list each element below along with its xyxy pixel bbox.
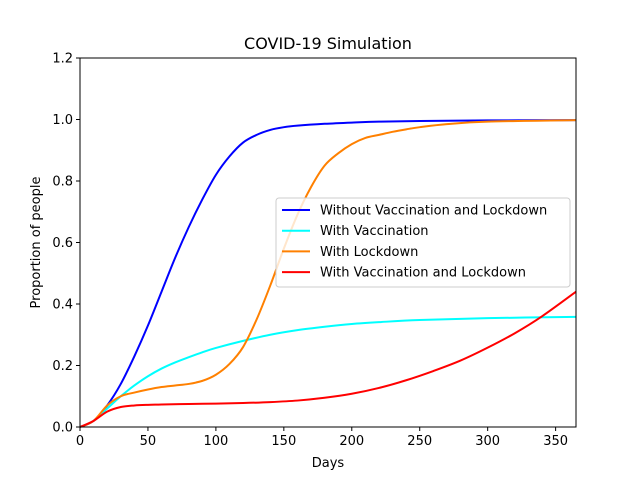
legend-box <box>275 197 571 288</box>
y-tick-label: 0.8 <box>52 175 73 190</box>
x-tick-label: 250 <box>407 434 432 449</box>
x-tick-label: 150 <box>271 434 296 449</box>
x-axis-label: Days <box>312 456 345 471</box>
series-line-3 <box>79 119 577 428</box>
x-tick-label: 50 <box>140 434 157 449</box>
legend: Without Vaccination and Lockdown With Vac… <box>275 197 571 288</box>
legend-label: With Vaccination <box>320 224 429 239</box>
x-axis-ticks: 0 50 100 150 200 250 300 350 <box>76 427 568 449</box>
x-tick-label: 350 <box>543 434 568 449</box>
y-axis-ticks: 0.0 0.2 0.4 0.6 0.8 1.0 1.2 <box>52 52 80 436</box>
legend-label: With Vaccination and Lockdown <box>320 266 526 281</box>
y-axis-label: Proportion of people <box>29 177 44 309</box>
y-tick-label: 0.6 <box>52 236 73 251</box>
x-tick-label: 0 <box>76 434 84 449</box>
x-tick-label: 100 <box>203 434 228 449</box>
y-tick-label: 1.0 <box>52 113 73 128</box>
x-tick-label: 300 <box>475 434 500 449</box>
chart-title: COVID-19 Simulation <box>244 34 412 53</box>
x-tick-label: 200 <box>339 434 364 449</box>
y-tick-label: 0.0 <box>52 421 73 436</box>
series-layer <box>79 119 577 428</box>
legend-label: Without Vaccination and Lockdown <box>320 204 547 219</box>
y-tick-label: 1.2 <box>52 52 73 67</box>
legend-label: With Lockdown <box>320 245 418 260</box>
series-line-1 <box>79 119 577 428</box>
y-tick-label: 0.4 <box>52 298 73 313</box>
series-line-4 <box>79 290 577 428</box>
y-tick-label: 0.2 <box>52 359 73 374</box>
